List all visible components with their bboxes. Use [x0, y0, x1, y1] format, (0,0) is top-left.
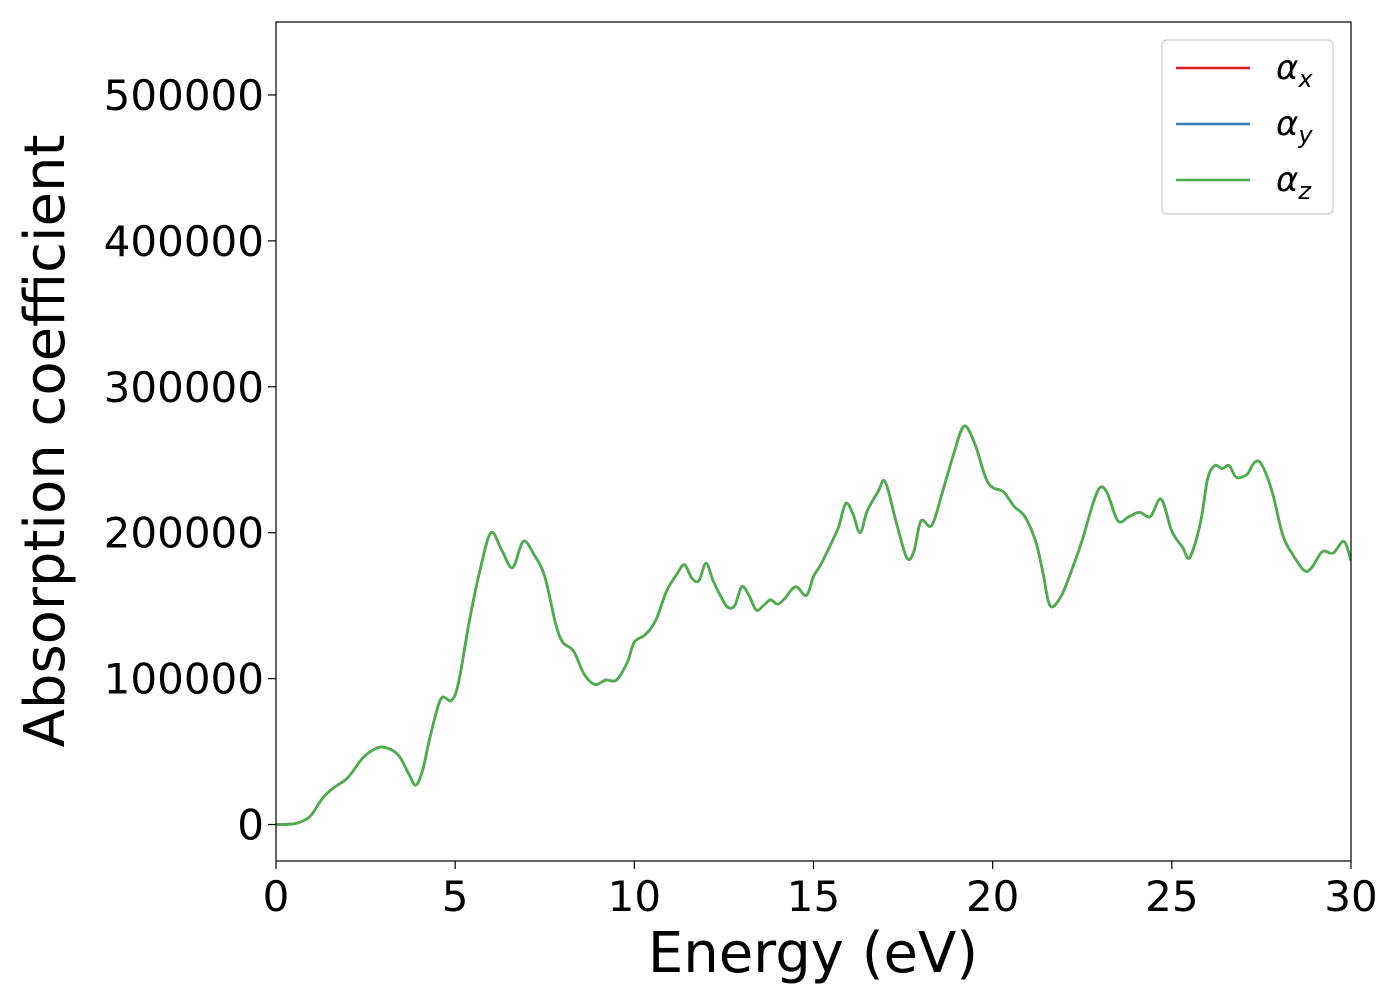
legend-label: αz — [1276, 160, 1312, 205]
x-tick-label: 0 — [263, 872, 290, 921]
legend-label-subscript: x — [1297, 65, 1313, 93]
y-tick-label: 0 — [237, 801, 264, 850]
y-tick-label: 500000 — [104, 71, 264, 120]
x-axis: 0 5 10 15 20 25 30 — [263, 861, 1378, 921]
x-tick-label: 20 — [966, 872, 1019, 921]
legend-label-base: α — [1276, 160, 1298, 200]
y-axis-title: Absorption coefficient — [13, 135, 78, 748]
x-tick-label: 5 — [442, 872, 469, 921]
y-tick-label: 100000 — [104, 655, 264, 704]
y-tick-label: 400000 — [104, 217, 264, 266]
legend-label-subscript: z — [1297, 177, 1312, 205]
legend-label: αx — [1276, 48, 1313, 93]
y-axis: 0 100000 200000 300000 400000 500000 — [104, 71, 276, 850]
x-tick-label: 10 — [608, 872, 661, 921]
x-tick-label: 15 — [787, 872, 840, 921]
x-axis-title: Energy (eV) — [648, 921, 978, 986]
legend-label-base: α — [1276, 48, 1298, 88]
legend-box — [1161, 39, 1334, 215]
legend-label-base: α — [1276, 104, 1298, 144]
y-tick-label: 200000 — [104, 509, 264, 558]
series-line-3 — [276, 424, 1351, 826]
legend-label-subscript: y — [1297, 121, 1313, 149]
x-tick-label: 25 — [1145, 872, 1198, 921]
x-tick-label: 30 — [1324, 872, 1377, 921]
legend-label: αy — [1276, 104, 1313, 149]
y-tick-label: 300000 — [104, 363, 264, 412]
